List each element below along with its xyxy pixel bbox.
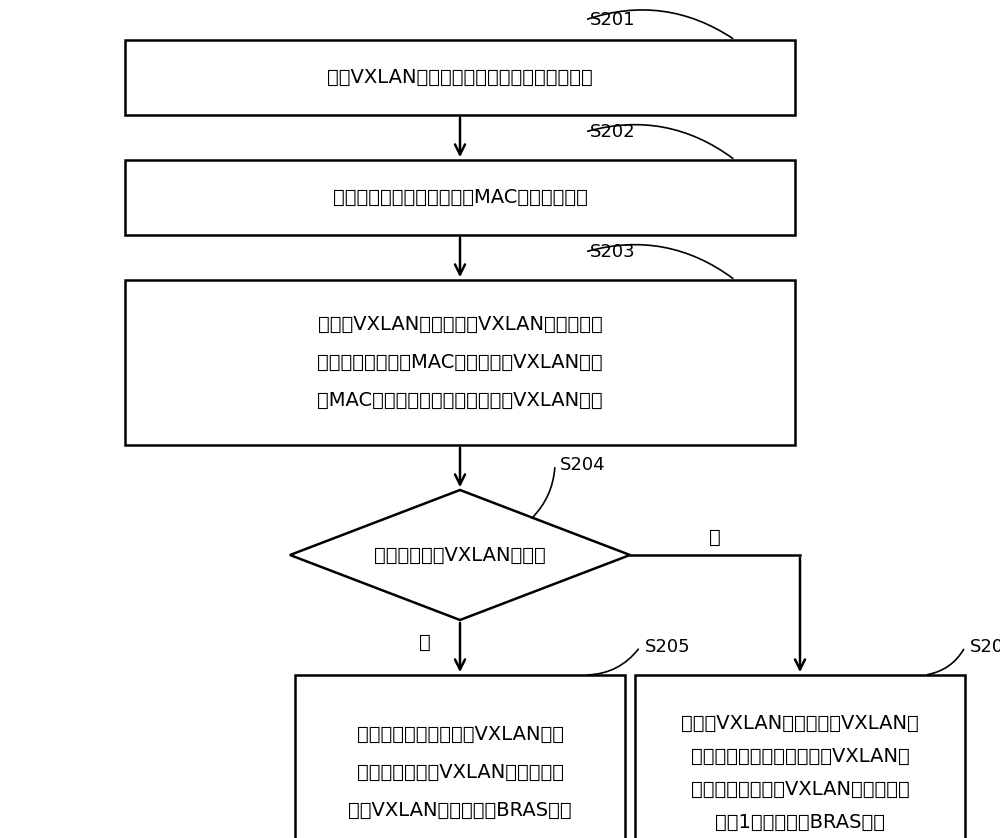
Text: 是: 是	[419, 633, 431, 651]
Bar	[295, 675, 625, 838]
Bar	[125, 40, 795, 115]
Text: 播用户报文的目的MAC地址，在该VXLAN对应: 播用户报文的目的MAC地址，在该VXLAN对应	[317, 353, 603, 372]
Text: 第二VXLAN隧道转发给BRAS网元: 第二VXLAN隧道转发给BRAS网元	[348, 801, 572, 820]
Text: 否: 否	[709, 527, 721, 546]
Bar	[125, 280, 795, 445]
Text: 禁止对该单播用户报文的源MAC地址进行学习: 禁止对该单播用户报文的源MAC地址进行学习	[333, 188, 587, 207]
Text: S201: S201	[590, 11, 636, 29]
Text: S206: S206	[970, 638, 1000, 656]
Text: S204: S204	[560, 456, 606, 474]
Text: S203: S203	[590, 243, 636, 261]
Text: 的MAC地址表中，查找对应的第二VXLAN隧道: 的MAC地址表中，查找对应的第二VXLAN隧道	[317, 391, 603, 410]
Text: 道，对该单播用户报文进行VXLAN封: 道，对该单播用户报文进行VXLAN封	[691, 747, 909, 765]
Text: 查找该VXLAN对应的第二VXLAN隧: 查找该VXLAN对应的第二VXLAN隧	[681, 713, 919, 732]
Text: 对该VXLAN报文进行解封装得到单播用户报文: 对该VXLAN报文进行解封装得到单播用户报文	[327, 68, 593, 87]
Text: 查找到了第二VXLAN隧道？: 查找到了第二VXLAN隧道？	[374, 546, 546, 565]
Bar	[125, 160, 795, 235]
Bar	[635, 675, 965, 838]
Text: 分组1内的每一个BRAS网元: 分组1内的每一个BRAS网元	[715, 813, 885, 831]
Text: S205: S205	[645, 638, 691, 656]
Text: 装后，通过该第二VXLAN隧道转发给: 装后，通过该第二VXLAN隧道转发给	[691, 779, 909, 799]
Text: S202: S202	[590, 123, 636, 141]
Text: 对该单播用户报文进行VXLAN封装: 对该单播用户报文进行VXLAN封装	[356, 725, 564, 744]
Text: 确定该VXLAN报文所属的VXLAN，根据该单: 确定该VXLAN报文所属的VXLAN，根据该单	[318, 315, 602, 334]
Polygon shape	[290, 490, 630, 620]
Text: ，将封装得到的VXLAN报文通过该: ，将封装得到的VXLAN报文通过该	[356, 763, 564, 782]
